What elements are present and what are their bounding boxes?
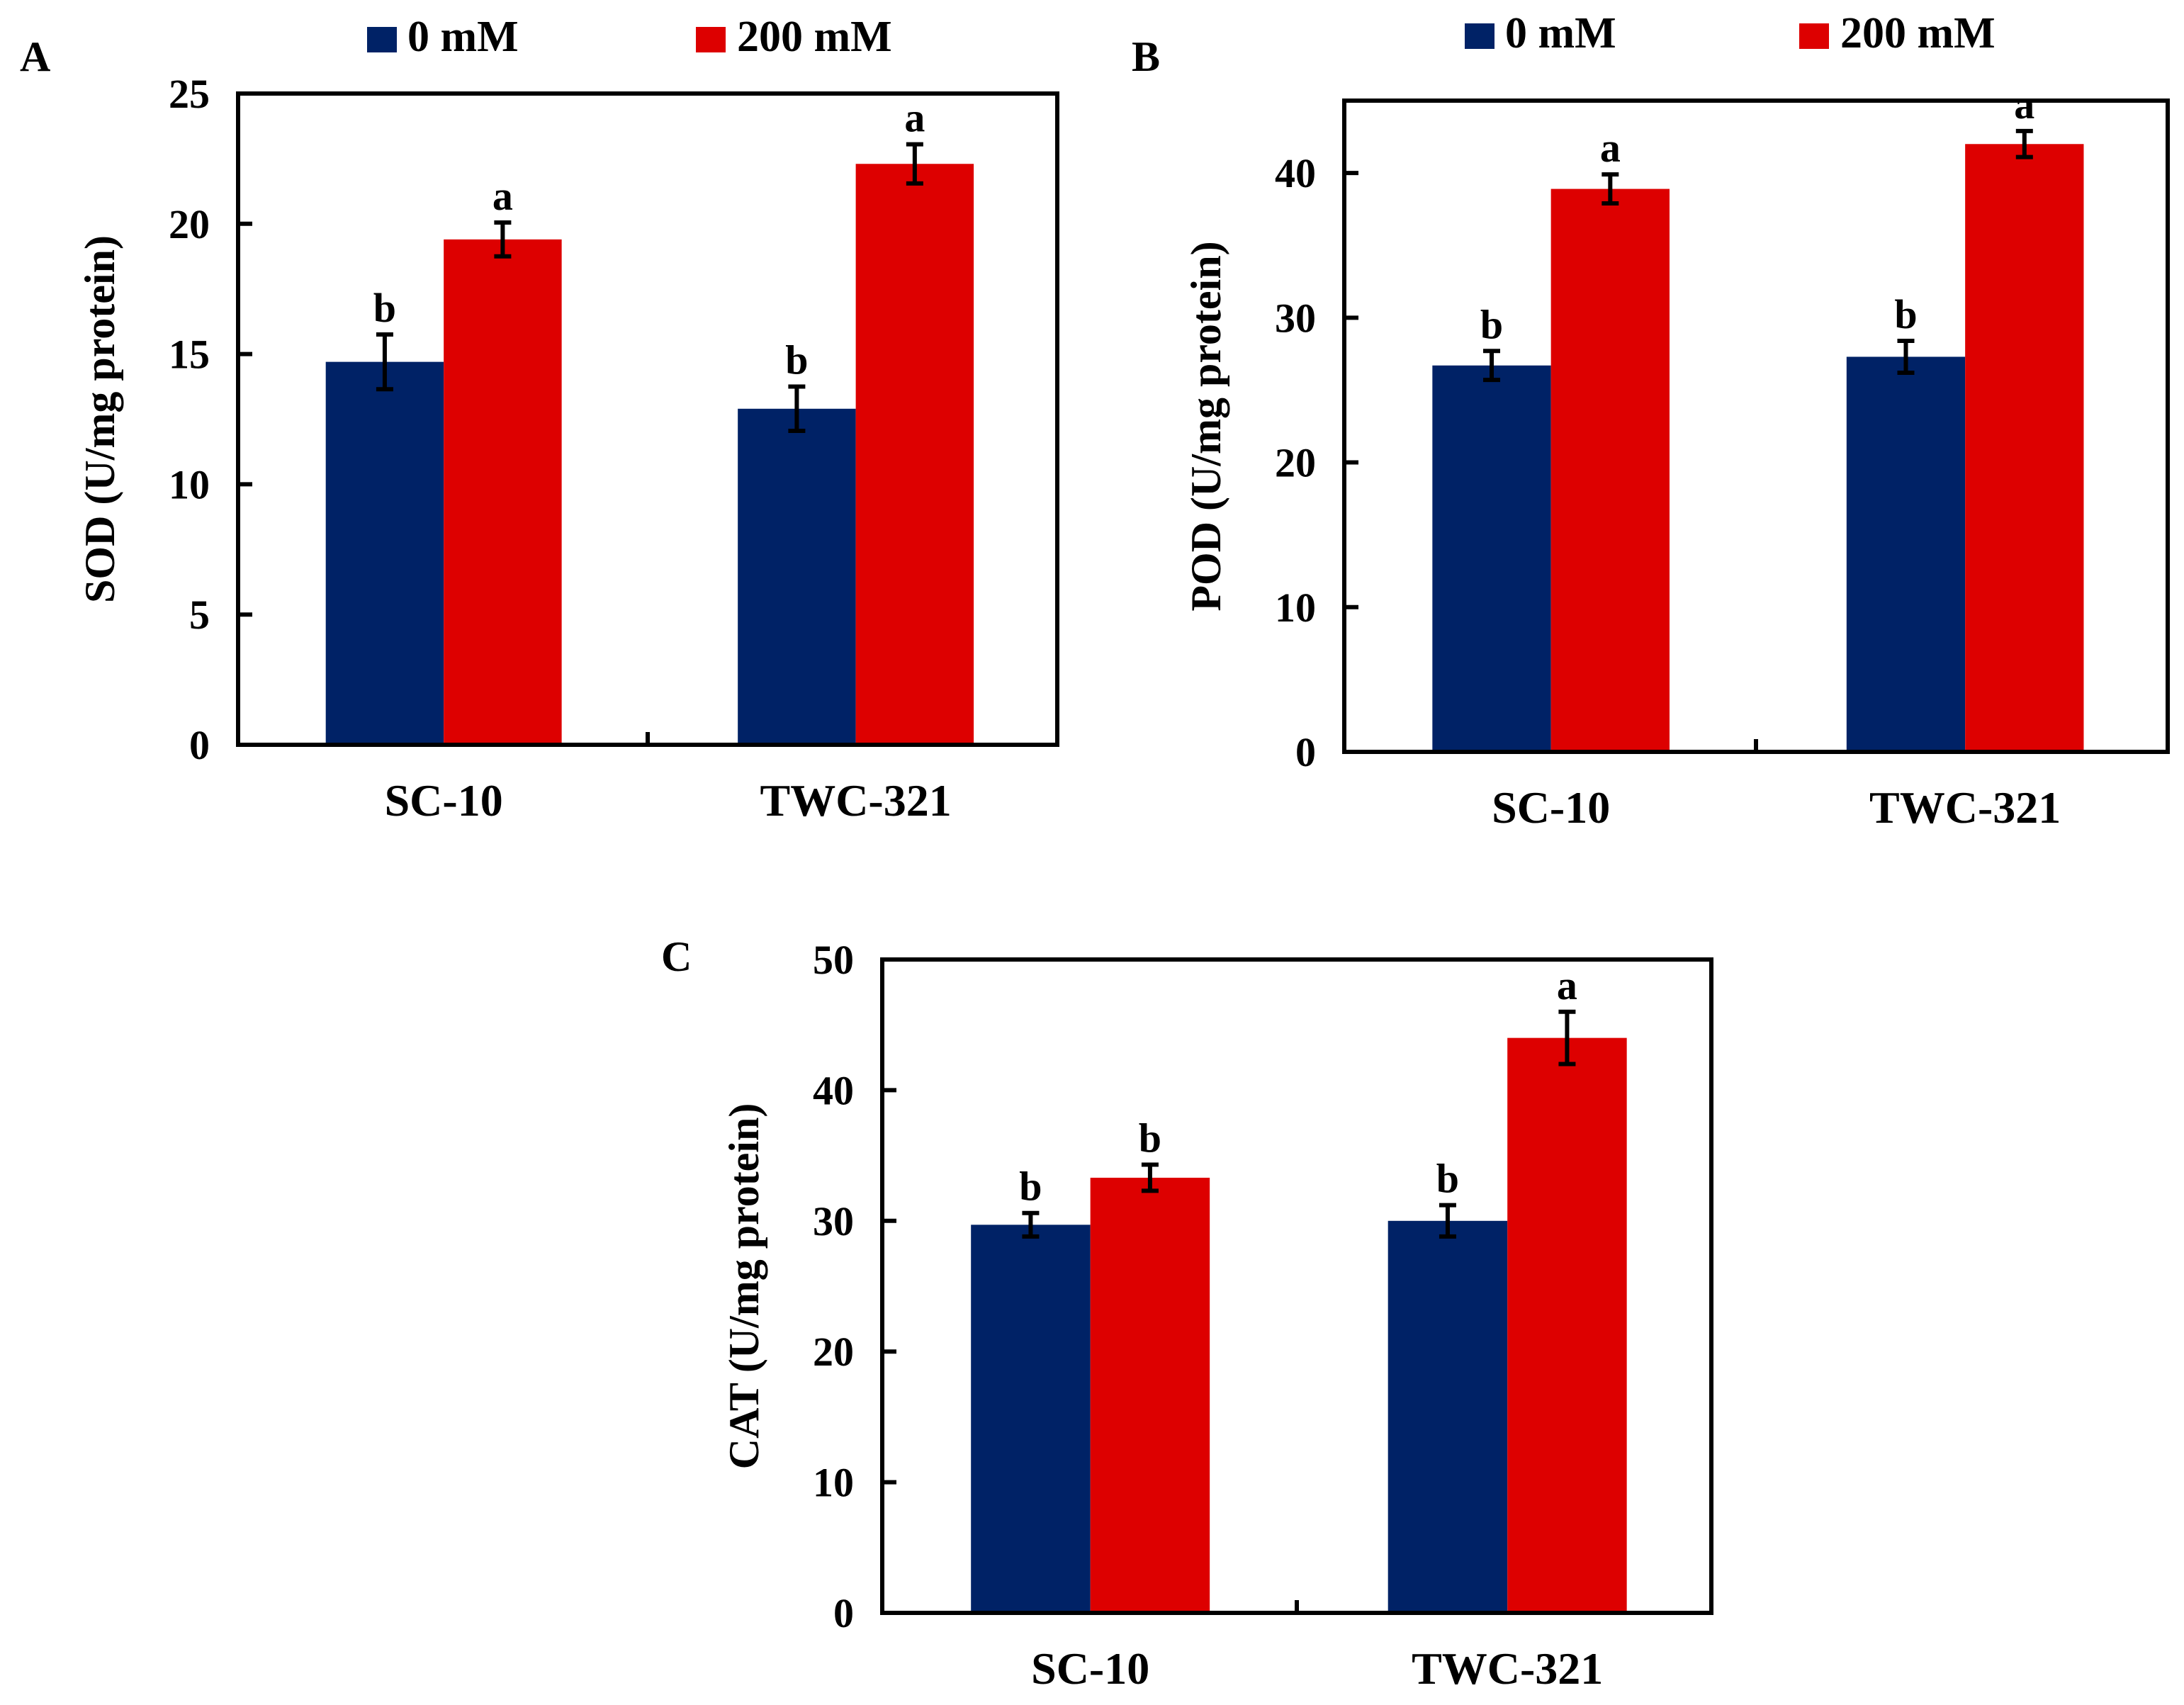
- legend-swatch: [696, 27, 726, 52]
- x-tick-label: TWC-321: [1869, 782, 2061, 833]
- bar-0mm-twc-321: [1846, 356, 1966, 752]
- significance-letter: a: [1557, 962, 1577, 1008]
- y-axis-label: SOD (U/mg protein): [77, 235, 123, 603]
- bar-0mm-twc-321: [738, 408, 856, 745]
- significance-letter: b: [1436, 1156, 1459, 1202]
- y-tick-label: 20: [169, 201, 210, 247]
- y-tick-label: 10: [813, 1460, 854, 1506]
- y-axis-label: CAT (U/mg protein): [721, 1103, 767, 1470]
- bar-200mm-sc-10: [1090, 1177, 1210, 1613]
- y-tick-label: 20: [813, 1329, 854, 1375]
- y-tick-label: 50: [813, 937, 854, 983]
- bar-0mm-twc-321: [1387, 1220, 1508, 1613]
- y-axis-label: POD (U/mg protein): [1183, 241, 1229, 611]
- significance-letter: a: [1600, 125, 1621, 171]
- chart-panel-a: Ab b a a 0 5 10 15 20 25 SC-10 TWC-321 SOD (U/mg pro…: [20, 13, 1059, 826]
- bar-0mm-sc-10: [325, 361, 444, 745]
- chart-panel-c: Cb b b a 0 10 20 30 40 50 SC-10 TWC-321 CAT (U/mg pr…: [661, 933, 1713, 1694]
- legend-swatch: [1799, 23, 1829, 49]
- y-tick-label: 0: [1295, 729, 1316, 775]
- legend-label: 200 mM: [737, 13, 892, 61]
- y-tick-label: 0: [189, 722, 210, 768]
- chart-panel-b: Bb b a a 0 10 20 30 40 SC-10 TWC-321 POD (U/mg prot…: [1132, 9, 2170, 833]
- x-tick-label: TWC-321: [1412, 1643, 1603, 1694]
- x-tick-label: TWC-321: [760, 775, 952, 826]
- legend-label: 200 mM: [1840, 9, 1996, 57]
- panel-label: A: [20, 33, 50, 80]
- y-tick-label: 40: [1275, 150, 1316, 196]
- y-tick-label: 20: [1275, 440, 1316, 486]
- bar-200mm-twc-321: [1507, 1037, 1627, 1613]
- y-tick-label: 5: [189, 592, 210, 638]
- bar-0mm-sc-10: [971, 1225, 1091, 1613]
- bar-200mm-twc-321: [855, 164, 974, 745]
- legend-label: 0 mM: [1505, 9, 1616, 57]
- significance-letter: b: [1019, 1164, 1042, 1210]
- y-tick-label: 10: [1275, 585, 1316, 631]
- significance-letter: a: [2014, 81, 2034, 128]
- x-tick-label: SC-10: [1492, 782, 1610, 833]
- bar-200mm-sc-10: [444, 239, 562, 745]
- y-tick-label: 25: [169, 71, 210, 117]
- significance-letter: b: [373, 285, 396, 331]
- panel-label: C: [661, 933, 692, 980]
- bar-0mm-sc-10: [1432, 365, 1551, 752]
- y-tick-label: 15: [169, 332, 210, 378]
- y-tick-label: 30: [813, 1198, 854, 1244]
- bar-200mm-twc-321: [1965, 144, 2084, 752]
- significance-letter: b: [785, 337, 808, 383]
- y-tick-label: 0: [833, 1590, 854, 1636]
- legend-swatch: [367, 27, 397, 52]
- y-tick-label: 30: [1275, 295, 1316, 341]
- legend-swatch: [1465, 23, 1495, 49]
- y-tick-label: 40: [813, 1067, 854, 1113]
- significance-letter: b: [1480, 301, 1503, 347]
- significance-letter: a: [904, 95, 925, 141]
- legend: 0 mM 200 mM: [1465, 9, 1996, 57]
- bar-200mm-sc-10: [1550, 188, 1670, 752]
- legend: 0 mM 200 mM: [367, 13, 892, 61]
- x-tick-label: SC-10: [385, 775, 503, 826]
- x-tick-label: SC-10: [1031, 1643, 1149, 1694]
- legend-label: 0 mM: [407, 13, 519, 61]
- significance-letter: a: [492, 173, 513, 219]
- panel-label: B: [1132, 33, 1160, 80]
- significance-letter: b: [1894, 291, 1917, 337]
- significance-letter: b: [1139, 1115, 1161, 1161]
- y-tick-label: 10: [169, 461, 210, 507]
